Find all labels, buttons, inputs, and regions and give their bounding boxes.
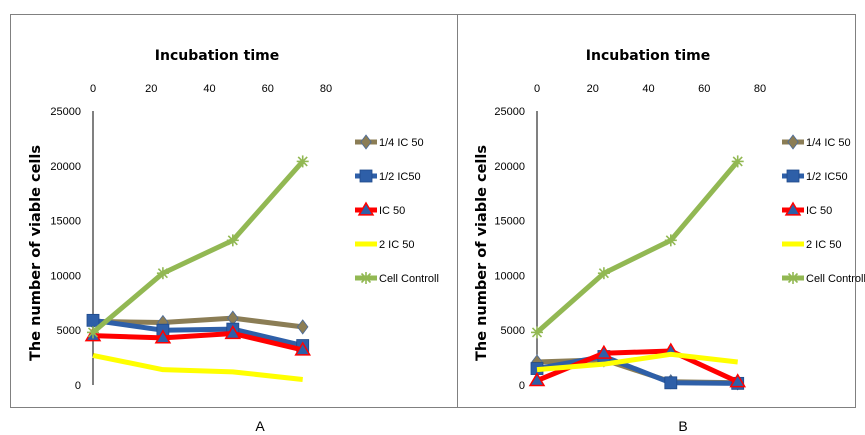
panel-a-legend-entry-4: Cell Controll [355, 272, 439, 285]
panel-a-series-2-point-2 [224, 325, 242, 340]
figure-frame [10, 14, 856, 408]
panel-b-series-4-point-1-stroke-3 [598, 268, 609, 279]
panel-a-legend-marker-4-stroke-3 [360, 272, 372, 284]
panel-a-series-2-line [92, 330, 304, 353]
panel-b-series-3-line [536, 351, 738, 373]
panel-b-series-4-point-3 [731, 155, 744, 168]
panel-b-legend-marker-0 [787, 134, 799, 150]
panel-a-series-4-line [91, 159, 305, 335]
panel-b-series-4-line [535, 159, 740, 335]
panel-b-x-tick-4: 80 [754, 83, 766, 95]
panel-a-label: A [255, 418, 265, 434]
panel-b-legend-label-2: IC 50 [806, 205, 832, 217]
panel-b-series-4-point-0-stroke-3 [531, 327, 543, 338]
panel-a-series-0-line [92, 315, 304, 330]
panel-a-legend-label-2: IC 50 [379, 205, 405, 217]
panel-b-series-4-point-2 [664, 234, 677, 247]
panel-a-y-tick-4: 20000 [50, 161, 81, 173]
panel-a-y-tick-1: 5000 [57, 325, 81, 337]
panel-a-series-4-point-3 [296, 155, 309, 168]
panel-b-series-4-point-2-stroke-3 [665, 235, 676, 246]
panel-a-series-4-point-0 [87, 326, 99, 339]
panel-a-x-tick-1: 20 [145, 83, 157, 95]
panel-b-series-2-point-1 [595, 344, 613, 359]
panel-a-legend-label-4: Cell Controll [379, 273, 439, 285]
panel-a-series-4-point-2-stroke-3 [227, 235, 238, 246]
panel-b-legend-label-4: Cell Controll [806, 273, 865, 285]
panel-b-legend-marker-2 [784, 201, 802, 216]
panel-a-legend-entry-0: 1/4 IC 50 [355, 134, 424, 150]
panel-b-x-tick-1: 20 [587, 83, 599, 95]
panel-a-y-tick-5: 25000 [50, 106, 81, 118]
panel-b-y-tick-1: 5000 [501, 325, 525, 337]
panel-b-legend-label-3: 2 IC 50 [806, 239, 841, 251]
panel-a-legend-label-0: 1/4 IC 50 [379, 137, 424, 149]
panel-b-label: B [678, 418, 687, 434]
panel-a-series-1-line [92, 317, 304, 348]
panel-a-y-tick-0: 0 [75, 380, 81, 392]
panel-b-legend-marker-1 [786, 169, 800, 183]
panel-b-y-tick-5: 25000 [494, 106, 525, 118]
panel-a-series-2-point-1 [154, 329, 172, 344]
panel-a-x-tick-0: 0 [90, 83, 96, 95]
panel-a-series-4-point-2 [226, 234, 239, 247]
panel-b-series-2-point-0 [528, 372, 546, 387]
panel-a-legend-label-3: 2 IC 50 [379, 239, 414, 251]
panel-b-title: Incubation time [586, 48, 710, 64]
panel-b-series-1-point-2 [664, 376, 678, 390]
panel-a-x-tick-3: 60 [262, 83, 274, 95]
panel-b-series-2-point-3 [729, 373, 747, 388]
panel-b-y-tick-3: 15000 [494, 216, 525, 228]
panel-a-legend-marker-1 [359, 169, 373, 183]
panel-b-series-4-point-3-stroke-3 [732, 156, 743, 167]
panel-b-x-tick-2: 40 [642, 83, 654, 95]
panel-a-series-2-point-3 [294, 341, 312, 356]
panel-a-legend-marker-0 [360, 134, 372, 150]
panel-a: Incubation time 0 20 40 60 80 0 5000 10000 15000 2… [28, 48, 439, 434]
panel-b-series-4-point-1 [597, 267, 610, 280]
panel-a-legend-entry-1: 1/2 IC50 [355, 169, 421, 183]
panel-b-legend-entry-3: 2 IC 50 [782, 239, 841, 251]
panel-b-legend-entry-0: 1/4 IC 50 [782, 134, 851, 150]
panel-b-y-tick-4: 20000 [494, 161, 525, 173]
panel-a-legend-entry-2: IC 50 [355, 201, 405, 217]
panel-a-series-3-line [92, 352, 303, 383]
panel-a-series-4-point-0-stroke-3 [87, 327, 99, 338]
panel-b-series-4-point-0 [531, 326, 543, 339]
panel-a-y-tick-3: 15000 [50, 216, 81, 228]
panel-b-x-tick-3: 60 [698, 83, 710, 95]
panel-a-legend-entry-3: 2 IC 50 [355, 239, 414, 251]
panel-a-legend-label-1: 1/2 IC50 [379, 171, 421, 183]
panel-b-y-tick-2: 10000 [494, 270, 525, 282]
panel-b-legend-entry-4: Cell Controll [782, 272, 865, 285]
panel-a-series-4-point-1-stroke-3 [157, 268, 168, 279]
panel-a-legend-marker-4 [360, 272, 372, 284]
panel-a-y-tick-2: 10000 [50, 270, 81, 282]
panel-a-x-tick-4: 80 [320, 83, 332, 95]
panel-a-series-4-point-1 [156, 267, 169, 280]
panel-b-y-tick-0: 0 [519, 380, 525, 392]
panel-a-series-1-point-0 [86, 313, 100, 327]
panel-a-title: Incubation time [155, 48, 279, 64]
panel-b-x-tick-0: 0 [534, 83, 540, 95]
panel-b: Incubation time 0 20 40 60 80 0 5000 10000 15000 2… [474, 48, 865, 434]
panel-b-legend-entry-2: IC 50 [782, 201, 832, 217]
panel-a-series-4-point-3-stroke-3 [297, 156, 308, 167]
panel-a-legend-marker-2 [357, 201, 375, 216]
panel-a-series-0-point-3 [296, 319, 309, 335]
panel-b-legend-entry-1: 1/2 IC50 [782, 169, 848, 183]
panel-b-legend-marker-4-stroke-3 [787, 272, 799, 284]
panel-b-legend-label-0: 1/4 IC 50 [806, 137, 851, 149]
panel-b-legend-marker-4 [787, 272, 799, 284]
panel-b-series-1-line [536, 354, 738, 386]
panel-a-y-label: The number of viable cells [28, 145, 44, 361]
panel-a-x-tick-2: 40 [203, 83, 215, 95]
panel-b-legend-label-1: 1/2 IC50 [806, 171, 848, 183]
panel-b-y-label: The number of viable cells [474, 145, 490, 361]
